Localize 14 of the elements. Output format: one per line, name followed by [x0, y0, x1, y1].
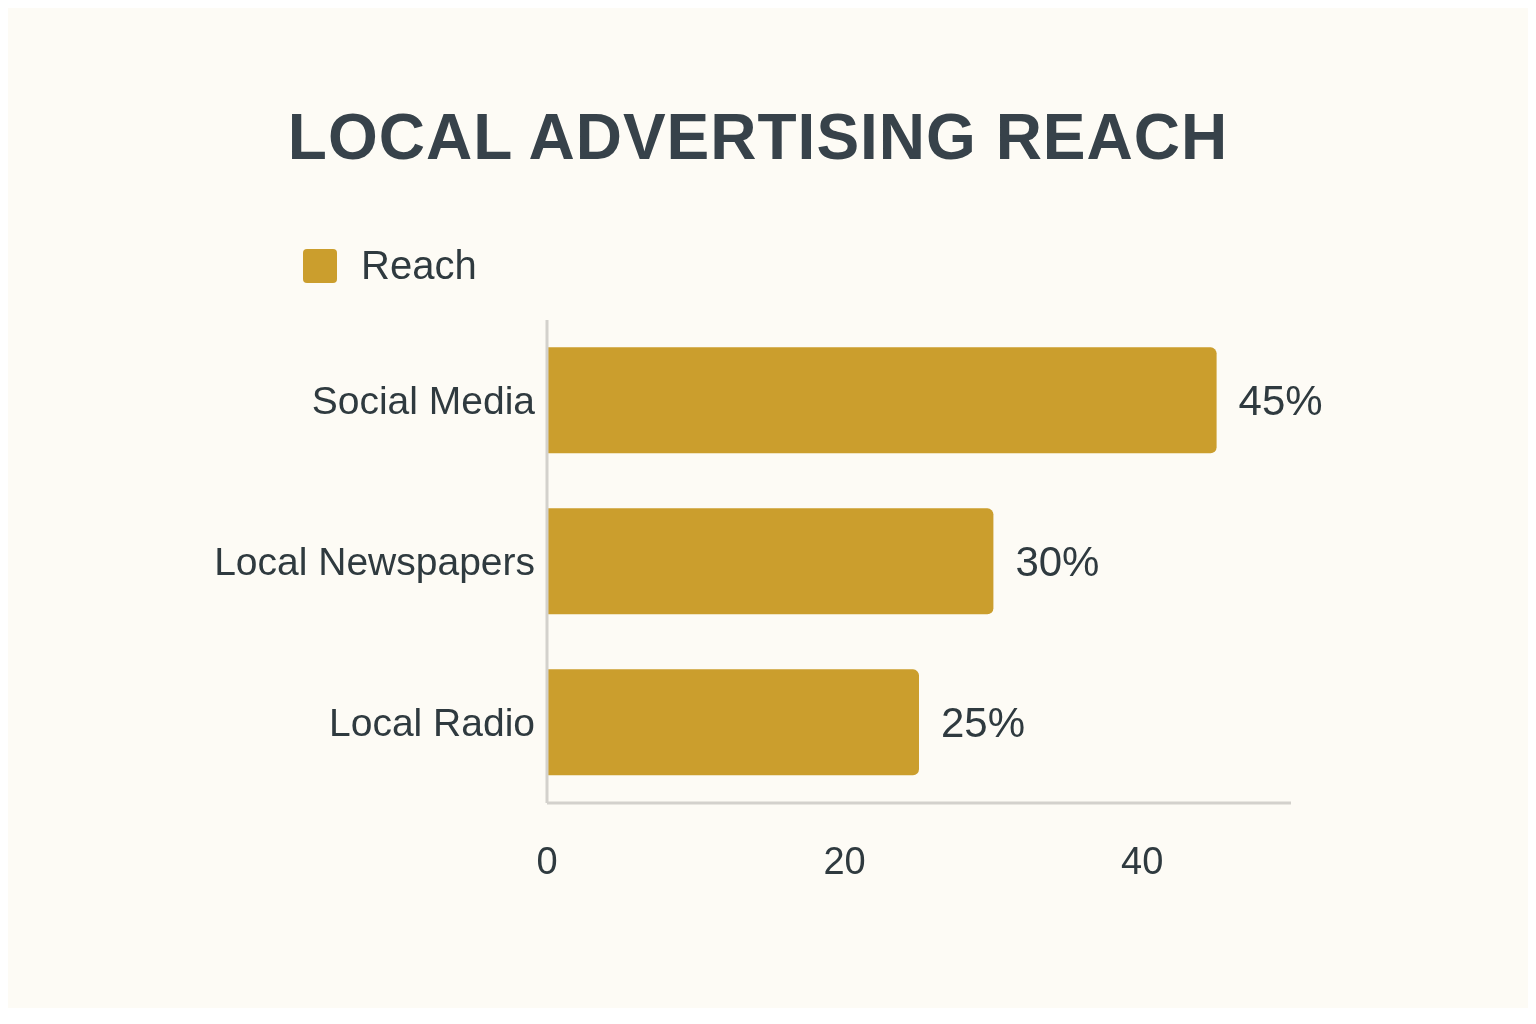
x-tick-label: 0 — [536, 839, 558, 882]
chart-title: LOCAL ADVERTISING REACH — [286, 100, 1230, 174]
data-label: 30% — [1015, 538, 1100, 586]
data-label: 45% — [1238, 377, 1323, 425]
bar — [547, 508, 994, 615]
y-tick-label: Local Newspapers — [214, 540, 535, 584]
y-tick-label: Local Radio — [329, 701, 535, 745]
bar — [547, 347, 1217, 454]
legend-label: Reach — [361, 243, 477, 288]
x-tick-label: 20 — [823, 839, 866, 882]
x-tick-label: 40 — [1121, 839, 1164, 882]
y-tick-label: Social Media — [311, 379, 536, 423]
bar — [547, 669, 919, 776]
data-label: 25% — [941, 699, 1026, 747]
